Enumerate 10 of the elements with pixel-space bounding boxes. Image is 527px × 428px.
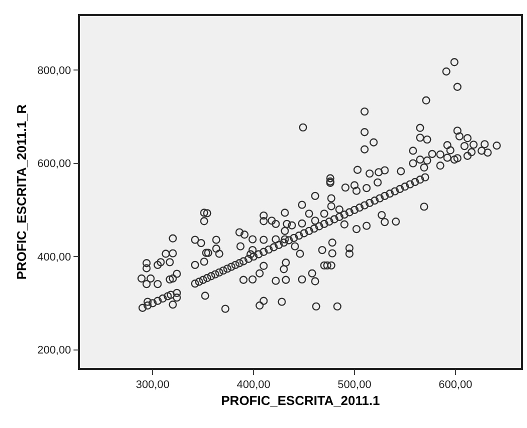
y-tick-label: 400,00: [37, 251, 72, 264]
y-tick-label: 800,00: [37, 64, 72, 77]
x-tick-label: 300,00: [136, 378, 170, 391]
y-tick-label: 600,00: [37, 158, 72, 170]
y-tick-label: 200,00: [37, 344, 72, 357]
y-axis-title: PROFIC_ESCRITA_2011.1_R: [14, 104, 29, 280]
x-axis-title: PROFIC_ESCRITA_2011.1: [221, 393, 380, 408]
x-tick-label: 600,00: [438, 378, 472, 391]
x-tick-label: 500,00: [338, 378, 372, 391]
x-tick-label: 400,00: [236, 378, 270, 391]
